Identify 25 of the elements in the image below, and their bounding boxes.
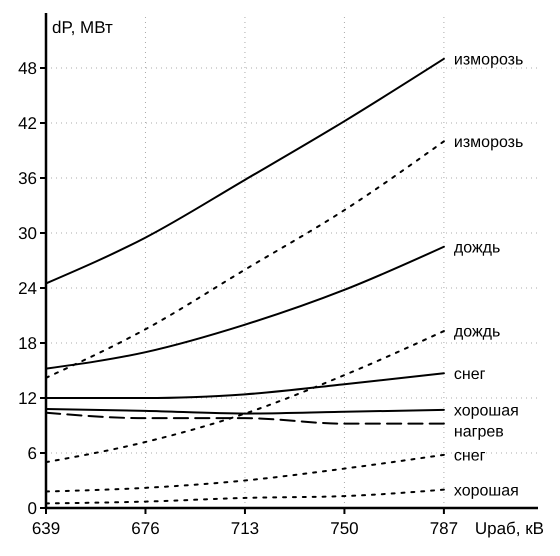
y-tick-label: 30 [18, 224, 37, 243]
series-label: нагрев [454, 424, 504, 441]
y-tick-label: 36 [18, 168, 37, 188]
y-tick-label: 12 [18, 388, 37, 408]
y-tick-label: 0 [28, 498, 37, 518]
series-label: снег [454, 366, 486, 383]
x-tick-label: 750 [330, 519, 359, 538]
y-tick-label: 24 [18, 278, 37, 298]
y-tick-label: 6 [28, 444, 37, 463]
x-tick-label: 713 [230, 519, 260, 538]
series-label: изморозь [454, 134, 524, 151]
series-label: хорошая [454, 402, 519, 420]
x-axis-title: Uраб, кВ [474, 519, 544, 538]
series-label: дождь [454, 239, 500, 256]
series-label: изморозь [454, 51, 524, 68]
series-label: снег [454, 447, 486, 464]
y-tick-label: 18 [18, 334, 37, 353]
y-tick-label: 42 [18, 114, 37, 133]
x-tick-label: 676 [131, 519, 160, 538]
y-tick-label: 48 [18, 58, 37, 78]
series-label: хорошая [454, 482, 519, 500]
series-label: дождь [454, 324, 500, 341]
y-axis-title: dP, МВт [52, 18, 113, 37]
x-tick-label: 787 [430, 519, 458, 538]
x-tick-label: 639 [32, 519, 60, 538]
